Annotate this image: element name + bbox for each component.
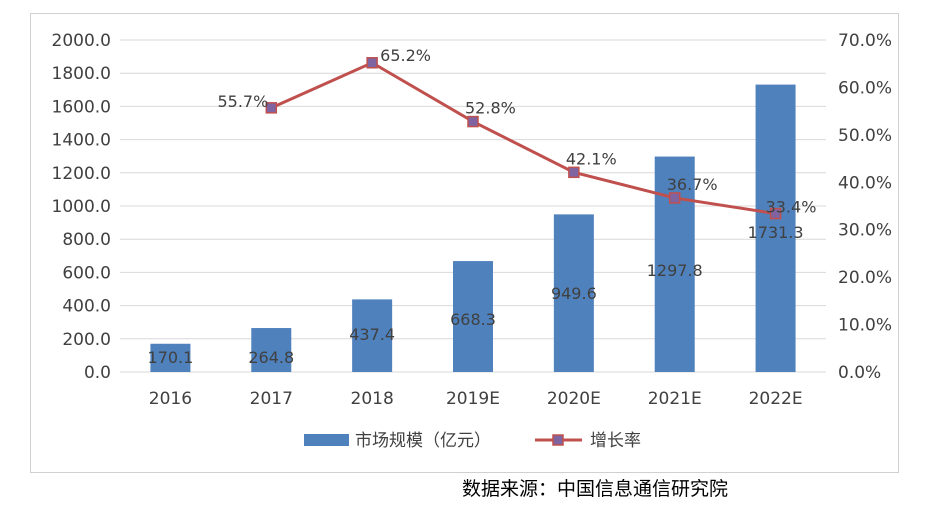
gridlines xyxy=(120,39,826,373)
bar-data-label: 1731.3 xyxy=(748,223,804,242)
x-axis-tick-label: 2017 xyxy=(250,389,293,409)
left-axis-tick-label: 1000.0 xyxy=(52,197,111,217)
line-marker xyxy=(769,207,782,220)
legend-line-marker xyxy=(552,434,564,446)
line-data-label: 42.1% xyxy=(566,149,617,168)
bar-data-label: 170.1 xyxy=(148,348,194,367)
bar-data-label: 1297.8 xyxy=(647,261,703,280)
bar xyxy=(352,299,393,372)
bar xyxy=(251,328,292,372)
bar xyxy=(453,261,493,372)
right-axis-tick-label: 20.0% xyxy=(838,268,892,288)
growth-rate-line xyxy=(270,61,776,216)
bar xyxy=(553,214,594,372)
left-axis-tick-label: 1200.0 xyxy=(52,164,111,184)
legend: 市场规模（亿元） 增长率 xyxy=(304,431,641,451)
bar-series xyxy=(150,84,796,373)
line-data-labels: 55.7% 65.2% 52.8% 42.1% 36.7% 33.4% xyxy=(217,46,816,217)
source-note: 数据来源：中国信息通信研究院 xyxy=(462,478,729,500)
right-axis-ticks: 0.0% 10.0% 20.0% 30.0% 40.0% 50.0% 60.0% 70.0% xyxy=(838,31,892,383)
left-axis-tick-label: 1800.0 xyxy=(52,64,111,84)
line-data-label: 36.7% xyxy=(667,175,718,194)
right-axis-tick-label: 40.0% xyxy=(838,173,892,193)
bar-data-label: 437.4 xyxy=(349,325,395,344)
legend-bar-label: 市场规模（亿元） xyxy=(355,431,491,451)
legend-line-label: 增长率 xyxy=(590,431,641,451)
x-axis-ticks: 2016 2017 2018 2019E 2020E 2021E 2022E xyxy=(149,389,803,409)
left-axis-tick-label: 2000.0 xyxy=(52,31,111,51)
left-axis-tick-label: 800.0 xyxy=(62,230,111,250)
x-axis-tick-label: 2021E xyxy=(648,389,702,409)
line-series xyxy=(265,57,782,220)
left-axis-ticks: 0.0 200.0 400.0 600.0 800.0 1000.0 1200.0 1400.… xyxy=(52,31,111,383)
left-axis-tick-label: 600.0 xyxy=(62,263,111,283)
bar-data-label: 668.3 xyxy=(450,310,496,329)
right-axis-tick-label: 10.0% xyxy=(838,316,892,336)
bar xyxy=(755,84,796,373)
line-marker xyxy=(668,192,681,204)
left-axis-tick-label: 1400.0 xyxy=(52,131,111,151)
x-axis-tick-label: 2018 xyxy=(351,389,394,409)
x-axis-tick-label: 2016 xyxy=(149,389,192,409)
line-marker xyxy=(467,115,479,128)
left-axis-tick-label: 400.0 xyxy=(62,297,111,317)
x-axis-tick-label: 2022E xyxy=(749,389,803,409)
line-data-label: 65.2% xyxy=(380,46,431,65)
line-data-label: 55.7% xyxy=(217,92,268,111)
line-data-label: 52.8% xyxy=(465,99,516,118)
left-axis-tick-label: 200.0 xyxy=(62,330,111,350)
bar xyxy=(150,343,191,372)
x-axis-tick-label: 2019E xyxy=(446,389,500,409)
x-axis-tick-label: 2020E xyxy=(547,389,601,409)
line-marker xyxy=(366,57,378,69)
right-axis-tick-label: 50.0% xyxy=(838,126,892,146)
right-axis-tick-label: 0.0% xyxy=(838,363,881,383)
right-axis-tick-label: 30.0% xyxy=(838,221,892,241)
bar-data-label: 264.8 xyxy=(248,348,294,367)
line-marker xyxy=(265,102,278,114)
bar-data-labels: 170.1 264.8 437.4 668.3 949.6 1297.8 1731.3 xyxy=(148,223,804,367)
line-marker xyxy=(568,166,580,179)
right-axis-tick-label: 70.0% xyxy=(838,31,892,51)
chart-frame xyxy=(30,13,899,473)
line-data-label: 33.4% xyxy=(766,198,817,217)
left-axis-tick-label: 0.0 xyxy=(84,363,111,383)
bar-data-label: 949.6 xyxy=(551,284,597,303)
left-axis-tick-label: 1600.0 xyxy=(52,97,111,117)
legend-bar-swatch xyxy=(304,434,349,446)
right-axis-tick-label: 60.0% xyxy=(838,78,892,98)
